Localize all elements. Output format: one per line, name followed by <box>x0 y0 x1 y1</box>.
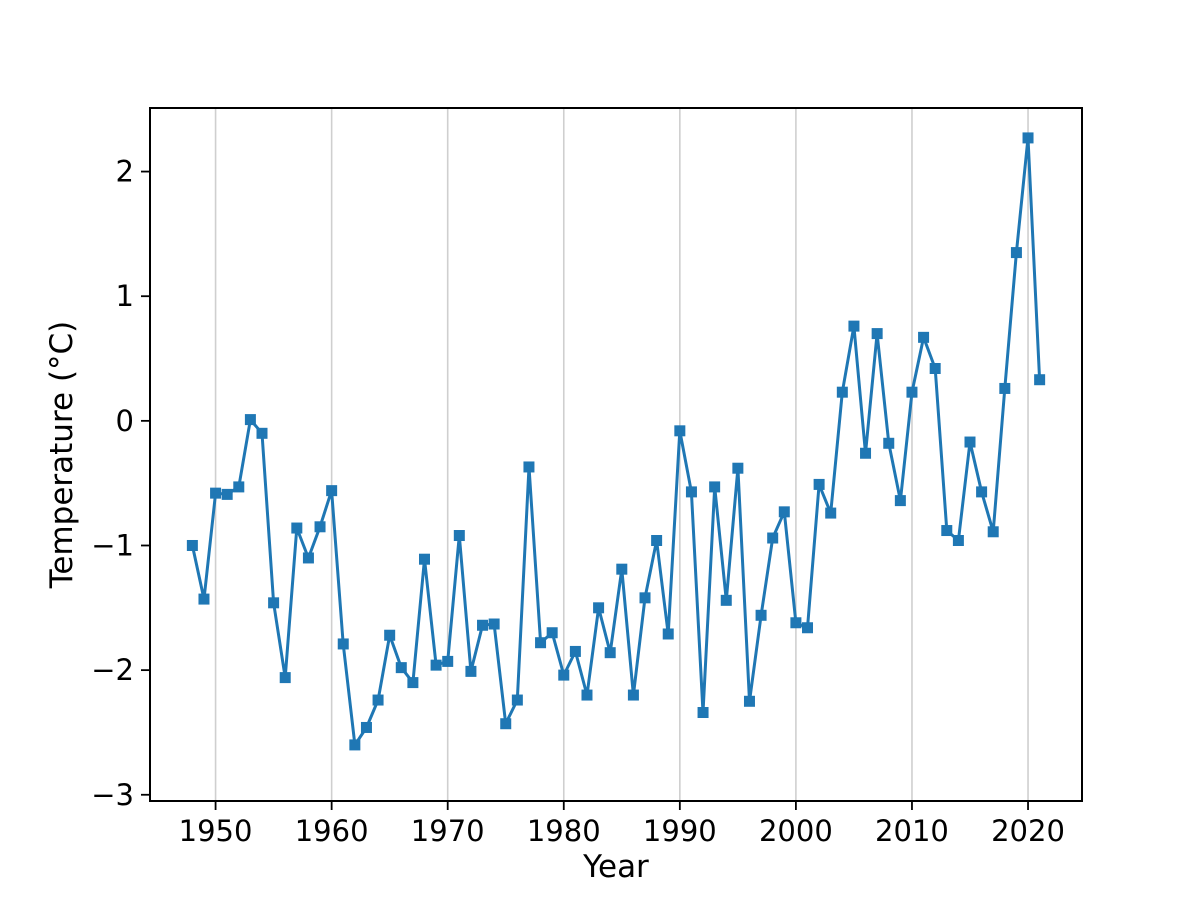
data-point <box>987 526 999 538</box>
data-point <box>488 618 500 630</box>
data-point <box>198 593 210 605</box>
plot-frame <box>149 107 1083 802</box>
data-point <box>790 617 802 629</box>
data-point <box>511 694 523 706</box>
data-point <box>256 427 268 439</box>
data-point <box>477 619 489 631</box>
data-point <box>662 628 674 640</box>
data-point <box>627 689 639 701</box>
y-tick-label: −2 <box>91 653 134 687</box>
data-point <box>221 488 233 500</box>
data-point <box>871 328 883 340</box>
data-point <box>360 721 372 733</box>
tick-layer: 1950 1960 1970 1980 1990 2000 2010 2020 −3 −2 −1 0 1… <box>91 155 1065 848</box>
data-point <box>233 481 245 493</box>
data-point <box>941 525 953 537</box>
data-point <box>407 677 419 689</box>
data-point <box>685 486 697 498</box>
data-point <box>651 535 663 547</box>
y-axis-label: Temperature (°C) <box>44 321 80 590</box>
data-point <box>186 539 198 551</box>
x-tick-label: 1980 <box>527 814 601 848</box>
data-point <box>523 461 535 473</box>
data-line <box>190 136 1042 747</box>
y-tick-label: 1 <box>116 279 134 313</box>
x-tick-label: 2000 <box>759 814 833 848</box>
data-point <box>593 602 605 614</box>
x-tick-label: 1970 <box>411 814 485 848</box>
x-tick-label: 1960 <box>295 814 369 848</box>
data-point <box>848 320 860 332</box>
data-point <box>860 447 872 459</box>
data-point <box>337 638 349 650</box>
data-point <box>535 637 547 649</box>
data-point <box>1022 132 1034 144</box>
data-point <box>825 507 837 519</box>
data-point <box>302 552 314 564</box>
x-tick-label: 1990 <box>643 814 717 848</box>
data-point <box>906 386 918 398</box>
x-tick-label: 2020 <box>991 814 1065 848</box>
data-point <box>558 669 570 681</box>
x-tick-label: 2010 <box>875 814 949 848</box>
data-point <box>395 662 407 674</box>
data-point <box>1010 247 1022 259</box>
data-point <box>709 481 721 493</box>
data-point <box>732 462 744 474</box>
data-point <box>500 718 512 730</box>
data-point <box>279 672 291 684</box>
data-point <box>546 627 558 639</box>
data-point <box>674 425 686 437</box>
data-point <box>604 647 616 659</box>
data-point <box>639 592 651 604</box>
data-point <box>430 659 442 671</box>
data-point <box>755 609 767 621</box>
data-point <box>616 563 628 575</box>
data-point <box>836 386 848 398</box>
x-axis-label: Year <box>582 849 649 885</box>
data-point <box>743 695 755 707</box>
data-point <box>268 597 280 609</box>
data-point <box>1034 374 1046 386</box>
data-point <box>244 414 256 426</box>
data-point <box>210 487 222 499</box>
data-point <box>999 382 1011 394</box>
data-point <box>442 655 454 667</box>
data-point <box>813 478 825 490</box>
data-point <box>929 362 941 374</box>
data-point <box>581 689 593 701</box>
data-point <box>883 437 895 449</box>
y-tick-label: 0 <box>116 404 134 438</box>
data-point <box>418 553 430 565</box>
data-point <box>569 645 581 657</box>
data-point <box>314 521 326 533</box>
data-point <box>964 436 976 448</box>
data-point <box>697 707 709 719</box>
data-point <box>918 331 930 343</box>
data-point <box>894 495 906 507</box>
x-tick-label: 1950 <box>179 814 253 848</box>
data-point <box>976 486 988 498</box>
data-point <box>291 522 303 534</box>
data-point <box>465 665 477 677</box>
data-point <box>802 622 814 634</box>
data-point <box>720 594 732 606</box>
data-point <box>372 694 384 706</box>
data-point <box>453 530 465 542</box>
y-tick-label: −3 <box>91 778 134 812</box>
data-point <box>767 532 779 544</box>
data-point <box>952 535 964 547</box>
data-point <box>349 739 361 751</box>
y-tick-label: −1 <box>91 528 134 562</box>
data-point <box>778 506 790 518</box>
y-tick-label: 2 <box>116 155 134 189</box>
data-point <box>326 485 338 497</box>
series-layer <box>186 132 1046 751</box>
data-point <box>384 629 396 641</box>
